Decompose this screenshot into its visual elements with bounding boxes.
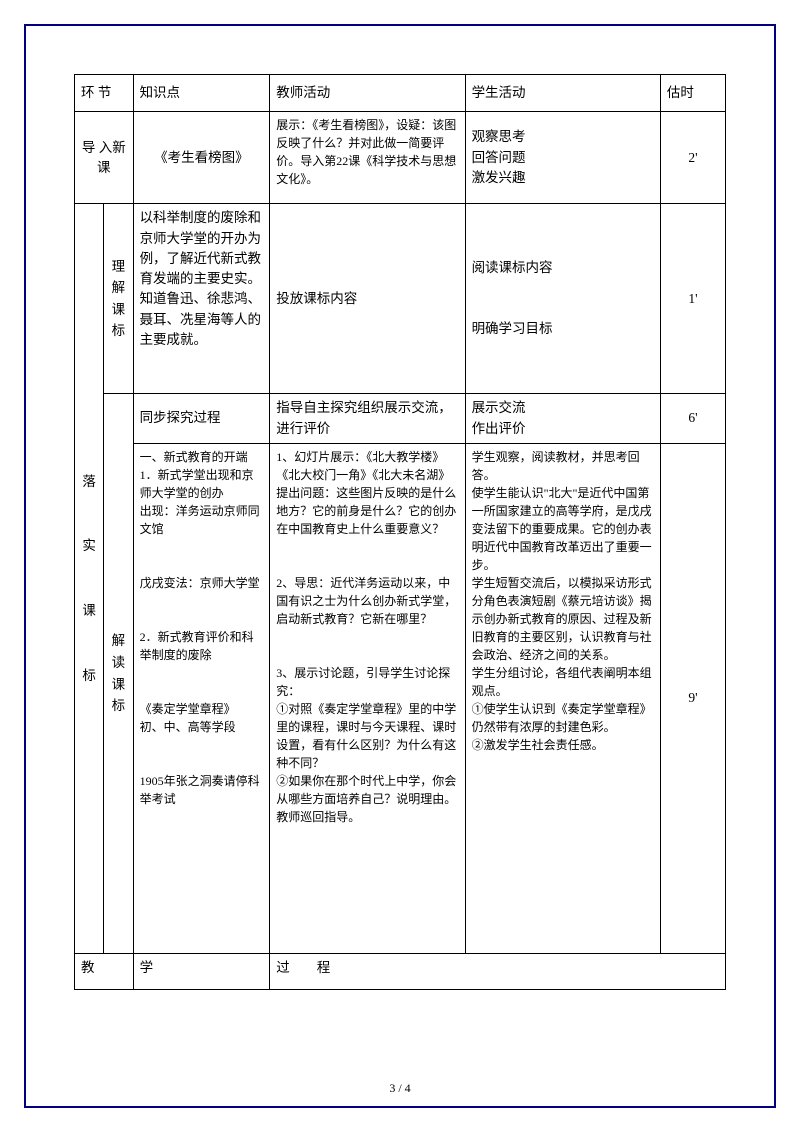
knowledge-interpret: 一、新式教育的开端1．新式学堂出现和京师大学堂的创办出现：洋务运动京师同文馆戊戌… — [133, 443, 270, 953]
student-sync: 展示交流作出评价 — [465, 394, 660, 444]
knowledge-intro: 《考生看榜图》 — [133, 112, 270, 204]
teacher-intro: 展示：《考生看榜图》，设疑：该图反映了什么？并对此做一简要评价。导入第22课《科… — [270, 112, 465, 204]
student-intro: 观察思考回答问题激发兴趣 — [465, 112, 660, 204]
time-intro: 2' — [660, 112, 725, 204]
row-footer: 教 学 过 程 — [75, 953, 726, 989]
time-sync: 6' — [660, 394, 725, 444]
table-header: 环 节 知识点 教师活动 学生活动 估时 — [75, 75, 726, 112]
sub-interpret: 解读课标 — [104, 394, 133, 954]
lesson-plan-table: 环 节 知识点 教师活动 学生活动 估时 导 入新 课 《考生看榜图》 展示：《… — [74, 74, 726, 990]
footer-c3: 过 程 — [270, 953, 726, 989]
row-sync: 解读课标 同步探究过程 指导自主探究组织展示交流，进行评价 展示交流作出评价 6… — [75, 394, 726, 444]
section-implement: 落实课标 — [75, 204, 104, 954]
row-intro: 导 入新 课 《考生看榜图》 展示：《考生看榜图》，设疑：该图反映了什么？并对此… — [75, 112, 726, 204]
row-interpret: 一、新式教育的开端1．新式学堂出现和京师大学堂的创办出现：洋务运动京师同文馆戊戌… — [75, 443, 726, 953]
header-teacher: 教师活动 — [270, 75, 465, 112]
header-section: 环 节 — [75, 75, 134, 112]
student-interpret: 学生观察，阅读教材，并思考回答。使学生能认识"北大"是近代中国第一所国家建立的高… — [465, 443, 660, 953]
knowledge-sync: 同步探究过程 — [133, 394, 270, 444]
sub-understand: 理解课标 — [104, 204, 133, 394]
teacher-understand: 投放课标内容 — [270, 204, 465, 394]
header-student: 学生活动 — [465, 75, 660, 112]
page-number: 3 / 4 — [0, 1081, 800, 1096]
teacher-sync: 指导自主探究组织展示交流，进行评价 — [270, 394, 465, 444]
teacher-interpret: 1、幻灯片展示：《北大教学楼》《北大校门一角》《北大未名湖》提出问题：这些图片反… — [270, 443, 465, 953]
knowledge-understand: 以科举制度的废除和京师大学堂的开办为例，了解近代新式教育发端的主要史实。知道鲁迅… — [133, 204, 270, 394]
row-understand: 落实课标 理解课标 以科举制度的废除和京师大学堂的开办为例，了解近代新式教育发端… — [75, 204, 726, 394]
page-content: 环 节 知识点 教师活动 学生活动 估时 导 入新 课 《考生看榜图》 展示：《… — [74, 74, 726, 990]
header-knowledge: 知识点 — [133, 75, 270, 112]
footer-c1: 教 — [75, 953, 134, 989]
time-interpret: 9' — [660, 443, 725, 953]
time-understand: 1' — [660, 204, 725, 394]
section-intro: 导 入新 课 — [75, 112, 134, 204]
header-time: 估时 — [660, 75, 725, 112]
student-understand: 阅读课标内容明确学习目标 — [465, 204, 660, 394]
footer-c2: 学 — [133, 953, 270, 989]
